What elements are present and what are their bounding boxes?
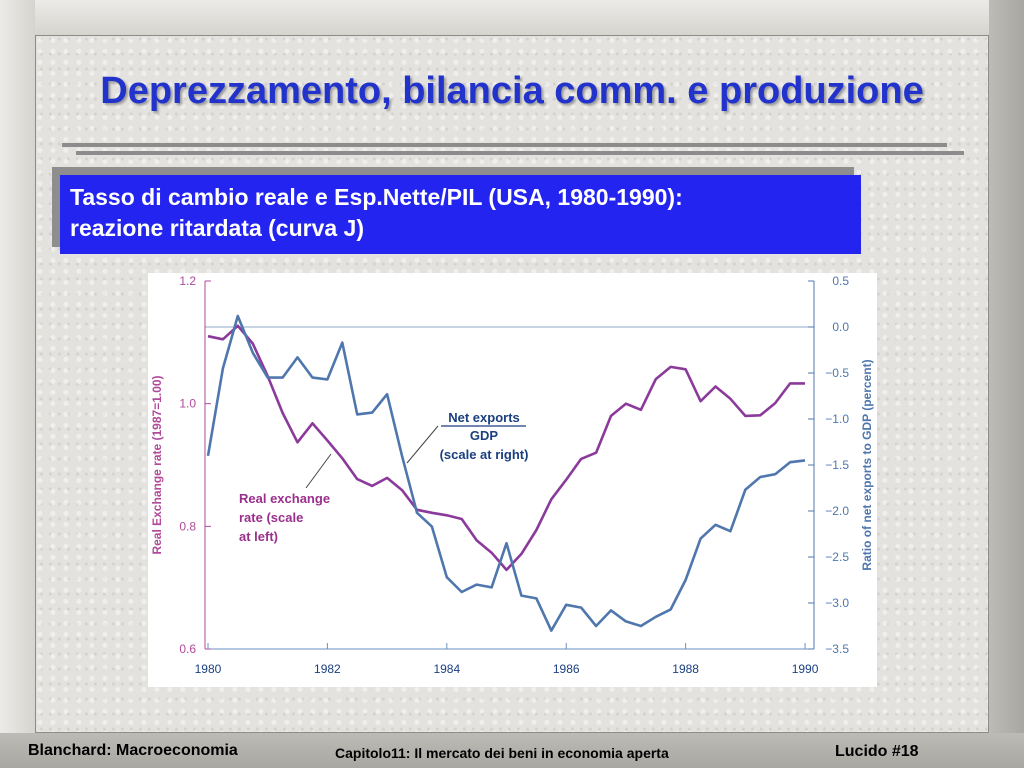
x-tick-label: 1988 — [672, 662, 699, 676]
right-tick-label: −2.5 — [825, 550, 849, 564]
frame-left — [0, 0, 35, 768]
left-tick-label: 1.0 — [179, 397, 196, 411]
x-tick-label: 1990 — [792, 662, 819, 676]
frame-top — [0, 0, 1024, 35]
net-exports-leader-line — [406, 425, 439, 464]
subtitle-line-1: Tasso di cambio reale e Esp.Nette/PIL (U… — [70, 184, 683, 210]
left-tick-label: 0.8 — [179, 519, 196, 533]
right-tick-label: −3.5 — [825, 642, 849, 656]
rer-leader-line — [305, 453, 332, 489]
subtitle-line-2: reazione ritardata (curva J) — [70, 215, 365, 241]
x-tick-label: 1980 — [195, 662, 222, 676]
right-tick-label: −0.5 — [825, 366, 849, 380]
net-exports-label-scale: (scale at right) — [440, 447, 529, 462]
title-rule-bottom — [76, 151, 964, 155]
rer-label-1: Real exchange — [239, 491, 330, 506]
x-tick-label: 1986 — [553, 662, 580, 676]
right-tick-label: −1.5 — [825, 458, 849, 472]
net-exports-label-bottom: GDP — [470, 428, 499, 443]
subtitle-box: Tasso di cambio reale e Esp.Nette/PIL (U… — [60, 175, 861, 254]
right-tick-label: −1.0 — [825, 412, 849, 426]
right-tick-label: 0.0 — [832, 320, 849, 334]
frame-right — [989, 0, 1024, 768]
footer-chapter: Capitolo11: Il mercato dei beni in econo… — [335, 745, 669, 761]
right-tick-label: −2.0 — [825, 504, 849, 518]
footer-slide-number: Lucido #18 — [835, 743, 919, 760]
right-tick-label: −3.0 — [825, 596, 849, 610]
footer-author: Blanchard: Macroeconomia — [28, 742, 238, 759]
real-exchange-rate-line — [207, 324, 805, 572]
rer-label-2: rate (scale — [239, 510, 303, 525]
frame-bottom — [0, 733, 1024, 768]
slide-title: Deprezzamento, bilancia comm. e produzio… — [100, 70, 924, 112]
right-axis-title: Ratio of net exports to GDP (percent) — [860, 359, 874, 570]
left-tick-label: 0.6 — [179, 642, 196, 656]
right-tick-label: 0.5 — [832, 274, 849, 288]
left-tick-label: 1.2 — [179, 274, 196, 288]
x-tick-label: 1984 — [433, 662, 460, 676]
chart-area: 0.6 0.8 1.0 1.2 0.5 0.0 −0.5 −1.0 −1.5 −2.0 −2.5 −3… — [148, 273, 877, 687]
j-curve-chart: 0.6 0.8 1.0 1.2 0.5 0.0 −0.5 −1.0 −1.5 −2.0 −2.5 −3… — [150, 274, 874, 676]
title-rule-top — [62, 143, 947, 147]
x-tick-label: 1982 — [314, 662, 341, 676]
rer-label-3: at left) — [239, 529, 278, 544]
left-axis-title: Real Exchange rate (1987=1.00) — [150, 375, 164, 554]
net-exports-line — [206, 314, 806, 632]
net-exports-label-top: Net exports — [448, 410, 520, 425]
